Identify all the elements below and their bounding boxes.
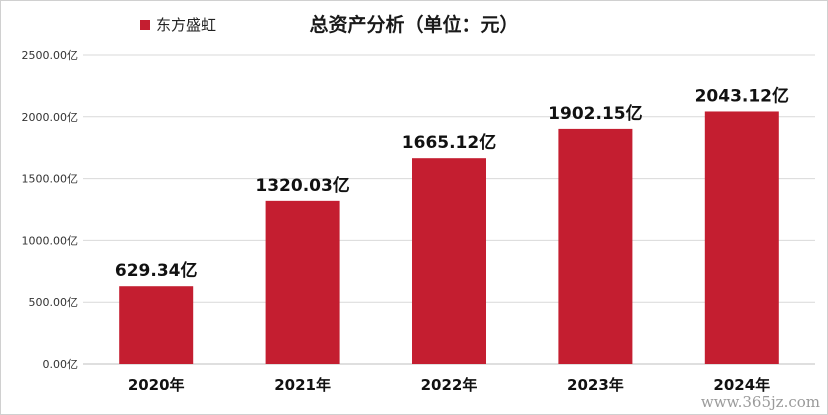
- y-tick-label: 1000.00亿: [22, 234, 79, 247]
- y-tick-label: 500.00亿: [29, 296, 79, 309]
- watermark: www.365jz.com: [700, 393, 820, 411]
- y-tick-label: 0.00亿: [43, 358, 79, 371]
- y-tick-label: 2500.00亿: [22, 49, 79, 62]
- data-label: 1320.03亿: [255, 175, 349, 196]
- bar: [119, 286, 194, 364]
- x-tick-label: 2023年: [567, 376, 624, 394]
- legend-label: 东方盛虹: [156, 16, 217, 34]
- x-tick-label: 2024年: [713, 376, 770, 394]
- legend: 东方盛虹: [140, 14, 216, 35]
- data-label: 629.34亿: [115, 260, 198, 281]
- bar: [265, 200, 340, 364]
- x-tick-label: 2021年: [274, 376, 331, 394]
- data-label: 1665.12亿: [402, 132, 496, 153]
- bar: [558, 128, 633, 364]
- data-label: 1902.15亿: [548, 103, 642, 124]
- data-label: 2043.12亿: [695, 85, 789, 106]
- bar: [412, 158, 486, 364]
- chart-title: 总资产分析（单位：元）: [309, 14, 519, 36]
- x-tick-label: 2022年: [421, 376, 478, 394]
- legend-swatch: [140, 19, 150, 30]
- bar: [704, 111, 779, 364]
- y-tick-label: 1500.00亿: [22, 173, 79, 186]
- y-tick-label: 2000.00亿: [22, 111, 79, 124]
- x-tick-label: 2020年: [128, 376, 185, 394]
